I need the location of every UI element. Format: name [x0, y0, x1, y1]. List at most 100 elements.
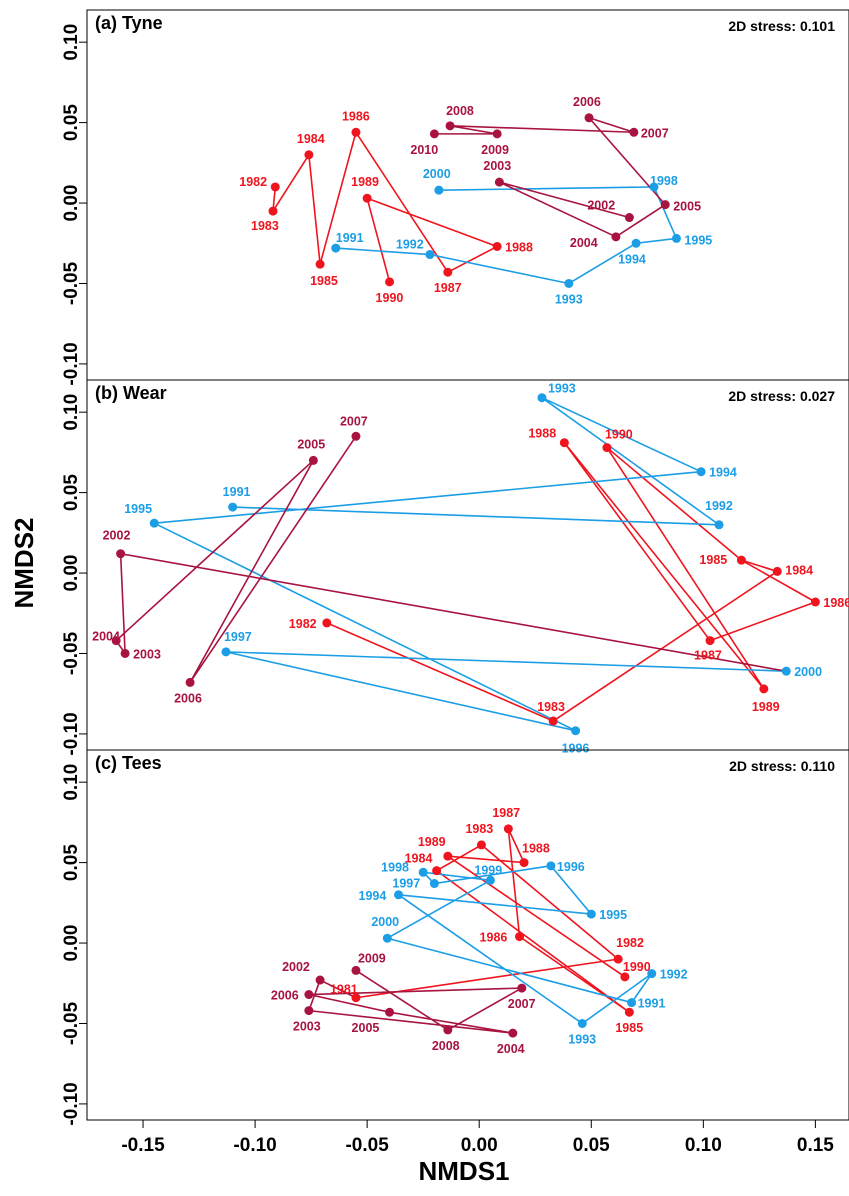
data-point	[425, 250, 435, 260]
data-point	[270, 182, 280, 192]
data-point	[586, 909, 596, 919]
x-tick-label: -0.15	[121, 1135, 165, 1156]
panel-title: (c) Tees	[95, 753, 162, 773]
point-label: 1987	[492, 806, 520, 820]
point-label: 2007	[641, 126, 669, 140]
point-label: 1992	[660, 968, 688, 982]
data-point	[429, 129, 439, 139]
data-point	[418, 867, 428, 877]
panel-title: (b) Wear	[95, 383, 167, 403]
data-point	[443, 267, 453, 277]
point-label: 1981	[330, 983, 358, 997]
data-point	[631, 238, 641, 248]
point-label: 1991	[336, 231, 364, 245]
point-label: 1994	[618, 252, 646, 266]
data-point	[810, 597, 820, 607]
point-label: 1982	[616, 936, 644, 950]
point-label: 2009	[481, 143, 509, 157]
data-point	[385, 1007, 395, 1017]
point-label: 2000	[371, 915, 399, 929]
point-label: 2004	[497, 1042, 525, 1056]
data-point	[494, 177, 504, 187]
stress-label: 2D stress: 0.027	[728, 388, 835, 404]
y-axis-title: NMDS2	[9, 517, 39, 608]
panels-group: -0.10 -0.05 0.00 0.05 0.10 (a) Tyne 2D stress:…	[61, 9, 849, 1156]
point-label: 2003	[483, 159, 511, 173]
data-point	[537, 393, 547, 403]
point-label: 2008	[446, 104, 474, 118]
data-point	[322, 618, 332, 628]
panel-title: (a) Tyne	[95, 13, 163, 33]
point-label: 2003	[133, 647, 161, 661]
data-point	[559, 438, 569, 448]
data-point	[308, 455, 318, 465]
point-label: 1992	[396, 238, 424, 252]
data-point	[620, 972, 630, 982]
point-label: 1995	[124, 502, 152, 516]
point-label: 2007	[508, 997, 536, 1011]
data-point	[304, 1006, 314, 1016]
point-label: 1994	[709, 466, 737, 480]
point-label: 1983	[537, 700, 565, 714]
point-label: 1994	[359, 889, 387, 903]
data-point	[602, 443, 612, 453]
point-label: 1982	[289, 617, 317, 631]
data-point	[443, 1025, 453, 1035]
y-tick-label: 0.00	[61, 555, 82, 592]
point-label: 2003	[293, 1020, 321, 1034]
data-point	[519, 858, 529, 868]
y-tick-label: 0.05	[61, 474, 82, 511]
data-point	[351, 993, 361, 1003]
data-point	[351, 431, 361, 441]
point-label: 1987	[694, 649, 722, 663]
data-point	[351, 965, 361, 975]
point-label: 1993	[555, 292, 583, 306]
data-point	[571, 726, 581, 736]
data-point	[548, 716, 558, 726]
point-label: 1999	[474, 863, 502, 877]
data-point	[781, 666, 791, 676]
point-label: 1996	[557, 860, 585, 874]
y-tick-label: 0.00	[61, 925, 82, 962]
point-label: 2005	[673, 200, 701, 214]
data-point	[613, 954, 623, 964]
point-label: 1983	[251, 219, 279, 233]
data-point	[611, 232, 621, 242]
point-label: 1984	[785, 563, 813, 577]
point-label: 1988	[522, 842, 550, 856]
y-tick-label: 0.05	[61, 104, 82, 141]
point-label: 1987	[434, 281, 462, 295]
point-label: 1993	[548, 382, 576, 396]
y-tick-label: 0.10	[61, 764, 82, 801]
stress-label: 2D stress: 0.110	[729, 758, 835, 774]
y-tick-label: -0.05	[61, 1001, 82, 1045]
panel-3: -0.10 -0.05 0.00 0.05 0.10 -0.15 -0.10 -0.05 0.0…	[61, 749, 849, 1156]
data-point	[221, 647, 231, 657]
data-point	[647, 969, 657, 979]
data-point	[629, 127, 639, 137]
series-line	[308, 969, 523, 1034]
data-point	[508, 1028, 518, 1038]
data-point	[577, 1018, 587, 1028]
data-point	[564, 278, 574, 288]
data-point	[315, 259, 325, 269]
point-label: 1985	[310, 274, 338, 288]
series-line	[355, 828, 631, 1014]
point-label: 2007	[340, 414, 368, 428]
point-label: 1985	[699, 553, 727, 567]
panel-frame	[86, 749, 849, 1121]
data-point	[714, 520, 724, 530]
data-point	[268, 206, 278, 216]
data-point	[445, 121, 455, 131]
point-label: 2002	[587, 199, 615, 213]
point-label: 1989	[418, 835, 446, 849]
x-tick-label: 0.10	[685, 1135, 722, 1156]
data-point	[546, 861, 556, 871]
data-point	[315, 975, 325, 985]
point-label: 1991	[223, 485, 251, 499]
data-point	[116, 549, 126, 559]
point-label: 1988	[505, 240, 533, 254]
panel-frame	[86, 9, 849, 381]
point-label: 2002	[103, 529, 131, 543]
data-point	[671, 233, 681, 243]
